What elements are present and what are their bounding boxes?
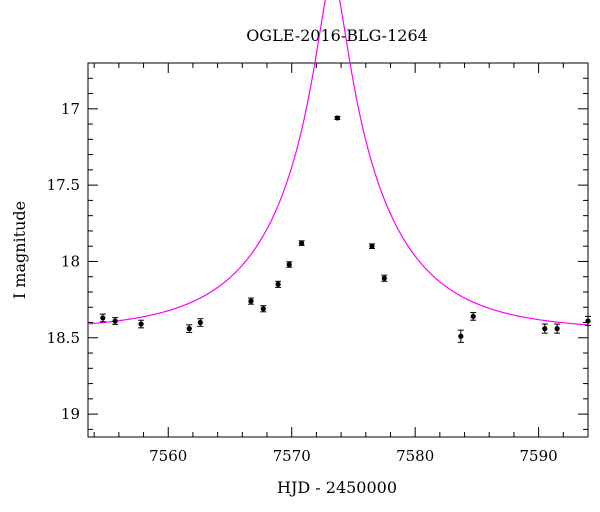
data-point [138, 319, 145, 329]
axis-tick-labels: 7560 7570 7580 7590 17 17.5 18 18.5 19 [47, 100, 558, 465]
data-point-marker [197, 319, 203, 326]
chart-title: OGLE-2016-BLG-1264 [246, 26, 428, 45]
data-point [197, 318, 204, 327]
data-point [334, 115, 341, 121]
y-tick-label: 17 [61, 100, 80, 118]
data-point [381, 274, 388, 282]
y-axis-title: I magnitude [10, 201, 29, 299]
plot-area [87, 0, 591, 343]
axis-ticks [88, 62, 589, 437]
y-tick-label: 17.5 [47, 176, 80, 194]
model-curve [87, 0, 589, 326]
data-point-marker [260, 306, 266, 312]
data-point [470, 312, 477, 321]
x-tick-label: 7580 [396, 447, 434, 465]
data-point [554, 323, 561, 334]
data-point-marker [298, 240, 305, 246]
x-tick-label: 7560 [149, 447, 187, 465]
plot-frame [87, 62, 589, 438]
data-point-marker [248, 298, 254, 304]
data-point-marker [542, 326, 548, 332]
data-point-marker [381, 275, 387, 281]
y-tick-label: 19 [61, 405, 80, 423]
data-point [260, 305, 267, 313]
data-point-marker [470, 313, 476, 320]
data-point [286, 261, 293, 268]
data-point [368, 243, 375, 249]
data-point-marker [286, 261, 292, 268]
data-point-marker [458, 333, 464, 339]
data-point [247, 297, 254, 305]
data-point [99, 313, 106, 323]
data-point [585, 315, 591, 327]
data-point [298, 240, 305, 246]
data-point-marker [334, 115, 340, 121]
data-point-marker [112, 318, 118, 324]
data-point [275, 280, 282, 288]
data-point-marker [585, 318, 591, 324]
data-point [541, 323, 548, 334]
data-point [457, 329, 464, 343]
data-point-marker [100, 315, 106, 321]
data-point [112, 317, 119, 325]
data-point-marker [275, 281, 281, 287]
y-tick-label: 18 [61, 252, 80, 270]
data-point-marker [186, 326, 192, 332]
data-point [186, 324, 193, 333]
x-axis-title: HJD - 2450000 [277, 478, 397, 497]
data-point-marker [554, 326, 560, 332]
x-tick-label: 7590 [520, 447, 558, 465]
data-point-marker [138, 321, 144, 327]
y-tick-label: 18.5 [47, 329, 80, 347]
data-point-marker [369, 243, 375, 249]
x-tick-label: 7570 [273, 447, 311, 465]
